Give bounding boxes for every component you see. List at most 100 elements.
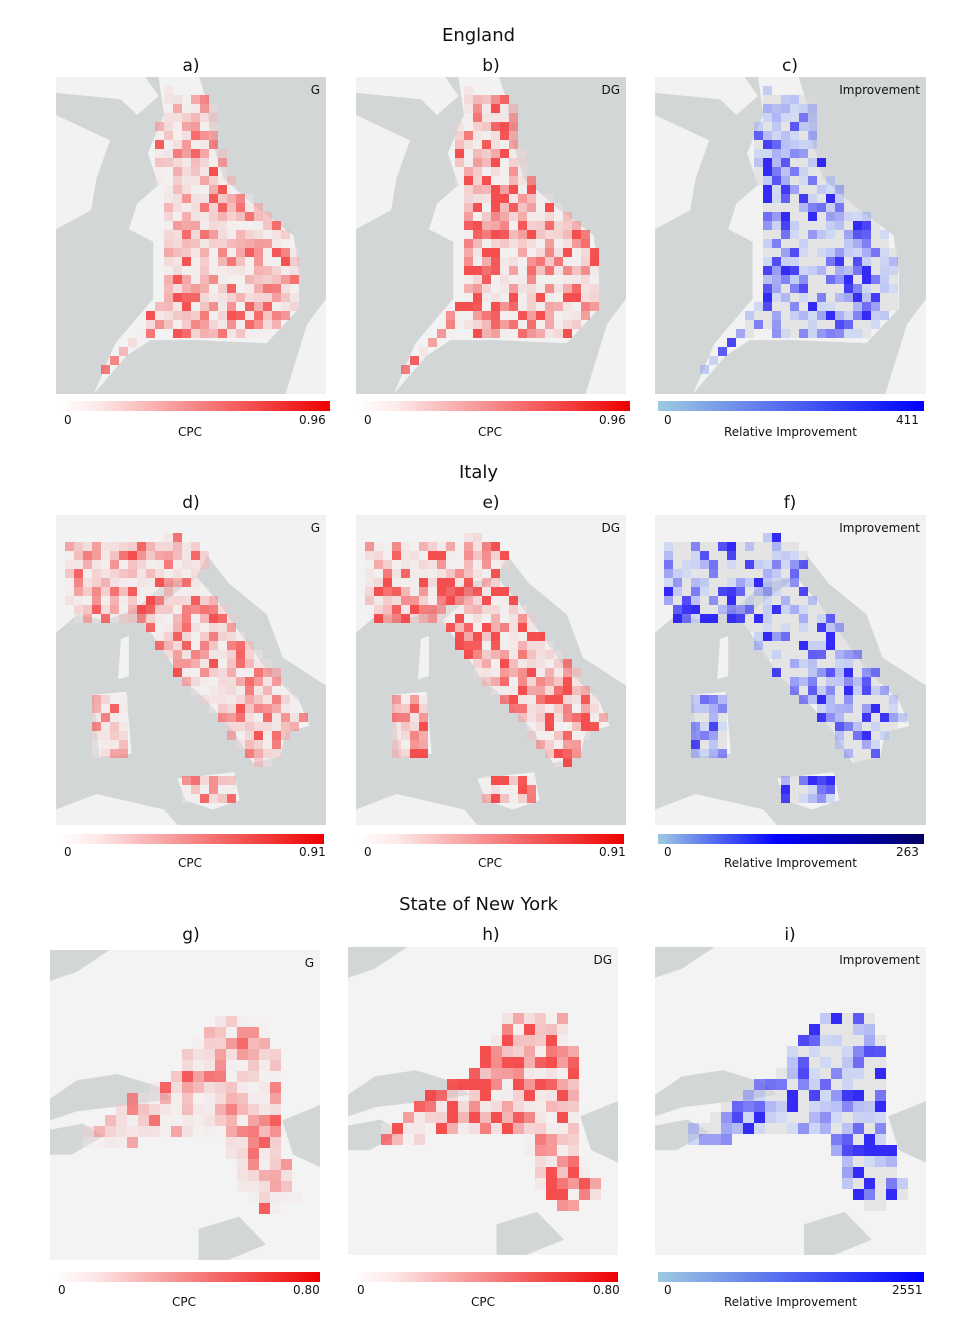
grid-cell bbox=[871, 311, 880, 320]
grid-cell bbox=[745, 587, 754, 596]
grid-cell bbox=[254, 677, 263, 686]
grid-cell bbox=[245, 266, 254, 275]
grid-cell bbox=[554, 677, 563, 686]
grid-cell bbox=[464, 212, 473, 221]
grid-cell bbox=[772, 257, 781, 266]
grid-cell bbox=[403, 1134, 414, 1145]
grid-cell bbox=[419, 551, 428, 560]
grid-cell bbox=[191, 203, 200, 212]
grid-cell bbox=[101, 731, 110, 740]
grid-cell bbox=[527, 320, 536, 329]
grid-cell bbox=[691, 596, 700, 605]
grid-cell bbox=[826, 239, 835, 248]
grid-cell bbox=[880, 248, 889, 257]
grid-cell bbox=[572, 257, 581, 266]
grid-cell bbox=[182, 122, 191, 131]
grid-cell bbox=[236, 632, 245, 641]
grid-cell bbox=[536, 284, 545, 293]
grid-cell bbox=[772, 95, 781, 104]
grid-cell bbox=[392, 1123, 403, 1134]
grid-cell bbox=[209, 293, 218, 302]
grid-cell bbox=[700, 713, 709, 722]
grid-cell bbox=[826, 221, 835, 230]
grid-cell bbox=[270, 1137, 281, 1148]
grid-cell bbox=[447, 1090, 458, 1101]
colorbar-cpc bbox=[358, 834, 624, 844]
grid-cell bbox=[545, 659, 554, 668]
grid-cell bbox=[227, 731, 236, 740]
grid-cell bbox=[509, 320, 518, 329]
grid-cell bbox=[736, 587, 745, 596]
grid-cell bbox=[491, 1057, 502, 1068]
grid-cell bbox=[482, 122, 491, 131]
grid-cell bbox=[218, 614, 227, 623]
grid-cell bbox=[554, 320, 563, 329]
grid-cell bbox=[137, 605, 146, 614]
grid-cell bbox=[844, 320, 853, 329]
grid-cell bbox=[392, 587, 401, 596]
grid-cell bbox=[491, 239, 500, 248]
grid-cell bbox=[518, 776, 527, 785]
grid-cell bbox=[254, 230, 263, 239]
grid-cell bbox=[524, 1013, 535, 1024]
grid-cell bbox=[473, 149, 482, 158]
grid-cell bbox=[864, 1024, 875, 1035]
grid-cell bbox=[817, 329, 826, 338]
grid-cell bbox=[191, 230, 200, 239]
grid-cell bbox=[790, 194, 799, 203]
grid-cell bbox=[799, 212, 808, 221]
grid-cell bbox=[164, 578, 173, 587]
map-canvas bbox=[50, 950, 320, 1260]
grid-cell bbox=[781, 230, 790, 239]
grid-cell bbox=[482, 212, 491, 221]
grid-cell bbox=[844, 749, 853, 758]
land-area bbox=[56, 794, 178, 825]
grid-cell bbox=[164, 266, 173, 275]
grid-cell bbox=[473, 284, 482, 293]
grid-cell bbox=[853, 221, 862, 230]
grid-cell bbox=[204, 1049, 215, 1060]
grid-cell bbox=[218, 167, 227, 176]
colorbar-title: CPC bbox=[478, 425, 502, 439]
grid-cell bbox=[227, 695, 236, 704]
grid-cell bbox=[871, 221, 880, 230]
grid-cell bbox=[509, 275, 518, 284]
grid-cell bbox=[410, 578, 419, 587]
grid-cell bbox=[191, 248, 200, 257]
grid-cell bbox=[817, 695, 826, 704]
grid-cell bbox=[200, 131, 209, 140]
grid-cell bbox=[237, 1049, 248, 1060]
grid-cell bbox=[545, 203, 554, 212]
grid-cell bbox=[772, 329, 781, 338]
grid-cell bbox=[259, 1192, 270, 1203]
grid-cell bbox=[799, 668, 808, 677]
grid-cell bbox=[826, 776, 835, 785]
grid-cell bbox=[799, 230, 808, 239]
grid-cell bbox=[835, 713, 844, 722]
grid-cell bbox=[799, 632, 808, 641]
grid-cell bbox=[831, 1035, 842, 1046]
grid-cell bbox=[563, 239, 572, 248]
grid-cell bbox=[500, 614, 509, 623]
grid-cell bbox=[218, 266, 227, 275]
grid-cell bbox=[155, 167, 164, 176]
grid-cell bbox=[259, 1027, 270, 1038]
grid-cell bbox=[455, 605, 464, 614]
grid-cell bbox=[518, 686, 527, 695]
grid-cell bbox=[864, 1068, 875, 1079]
grid-cell bbox=[853, 668, 862, 677]
land-area bbox=[692, 77, 899, 394]
grid-cell bbox=[419, 587, 428, 596]
grid-cell bbox=[763, 578, 772, 587]
grid-cell bbox=[473, 113, 482, 122]
grid-cell bbox=[524, 1123, 535, 1134]
grid-cell bbox=[200, 560, 209, 569]
grid-cell bbox=[473, 248, 482, 257]
grid-cell bbox=[491, 776, 500, 785]
map-england-g: G bbox=[56, 77, 326, 394]
grid-cell bbox=[568, 1046, 579, 1057]
grid-cell bbox=[464, 266, 473, 275]
grid-cell bbox=[410, 749, 419, 758]
grid-cell bbox=[853, 749, 862, 758]
grid-cell bbox=[518, 704, 527, 713]
